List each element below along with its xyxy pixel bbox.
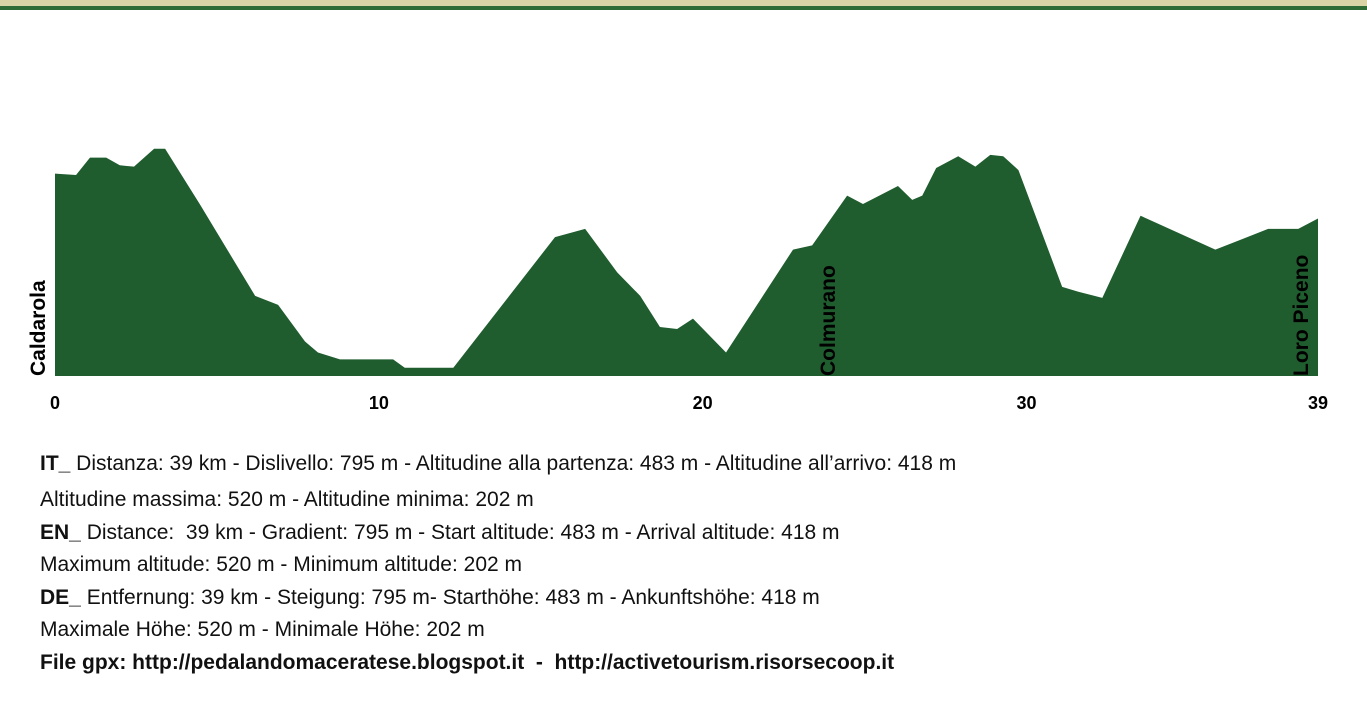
info: IT_ Distanza: 39 km - Dislivello: 795 m …	[40, 448, 956, 679]
info-lead: File gpx: http://pedalandomaceratese.blo…	[40, 651, 894, 674]
chart: 0 10 20 30 39 Caldarola Colmurano Loro Piceno	[0, 0, 1367, 440]
info-text: Entfernung: 39 km - Steigung: 795 m- Sta…	[81, 586, 820, 609]
info-line: Maximum altitude: 520 m - Minimum altitu…	[40, 549, 956, 582]
info-text: Maximum altitude: 520 m - Minimum altitu…	[40, 553, 522, 576]
info-line: File gpx: http://pedalandomaceratese.blo…	[40, 647, 956, 680]
x-tick-label: 30	[1017, 393, 1037, 413]
info-lead: IT_	[40, 452, 70, 475]
info-text: Distanza: 39 km - Dislivello: 795 m - Al…	[70, 452, 956, 475]
x-tick-label: 39	[1308, 393, 1328, 413]
info-text: Distance: 39 km - Gradient: 795 m - Star…	[81, 521, 840, 544]
info-line: IT_ Distanza: 39 km - Dislivello: 795 m …	[40, 448, 956, 484]
banner-line	[0, 6, 1367, 10]
place-label: Colmurano	[817, 265, 840, 376]
page: 0 10 20 30 39 Caldarola Colmurano Loro Piceno I…	[0, 0, 1367, 707]
info-text: Maximale Höhe: 520 m - Minimale Höhe: 20…	[40, 618, 485, 641]
x-tick-label: 20	[693, 393, 713, 413]
elevation-area	[55, 149, 1318, 376]
info-lead: EN_	[40, 521, 81, 544]
info-line: EN_ Distance: 39 km - Gradient: 795 m - …	[40, 517, 956, 550]
place-label: Loro Piceno	[1290, 255, 1313, 376]
info-lead: DE_	[40, 586, 81, 609]
info-line: Altitudine massima: 520 m - Altitudine m…	[40, 484, 956, 517]
x-tick-label: 10	[369, 393, 389, 413]
info-text: Altitudine massima: 520 m - Altitudine m…	[40, 488, 534, 511]
x-tick-label: 0	[50, 393, 60, 413]
place-label: Caldarola	[27, 280, 50, 376]
info-line: DE_ Entfernung: 39 km - Steigung: 795 m-…	[40, 582, 956, 615]
info-line: Maximale Höhe: 520 m - Minimale Höhe: 20…	[40, 614, 956, 647]
banner-strip	[0, 0, 1367, 6]
